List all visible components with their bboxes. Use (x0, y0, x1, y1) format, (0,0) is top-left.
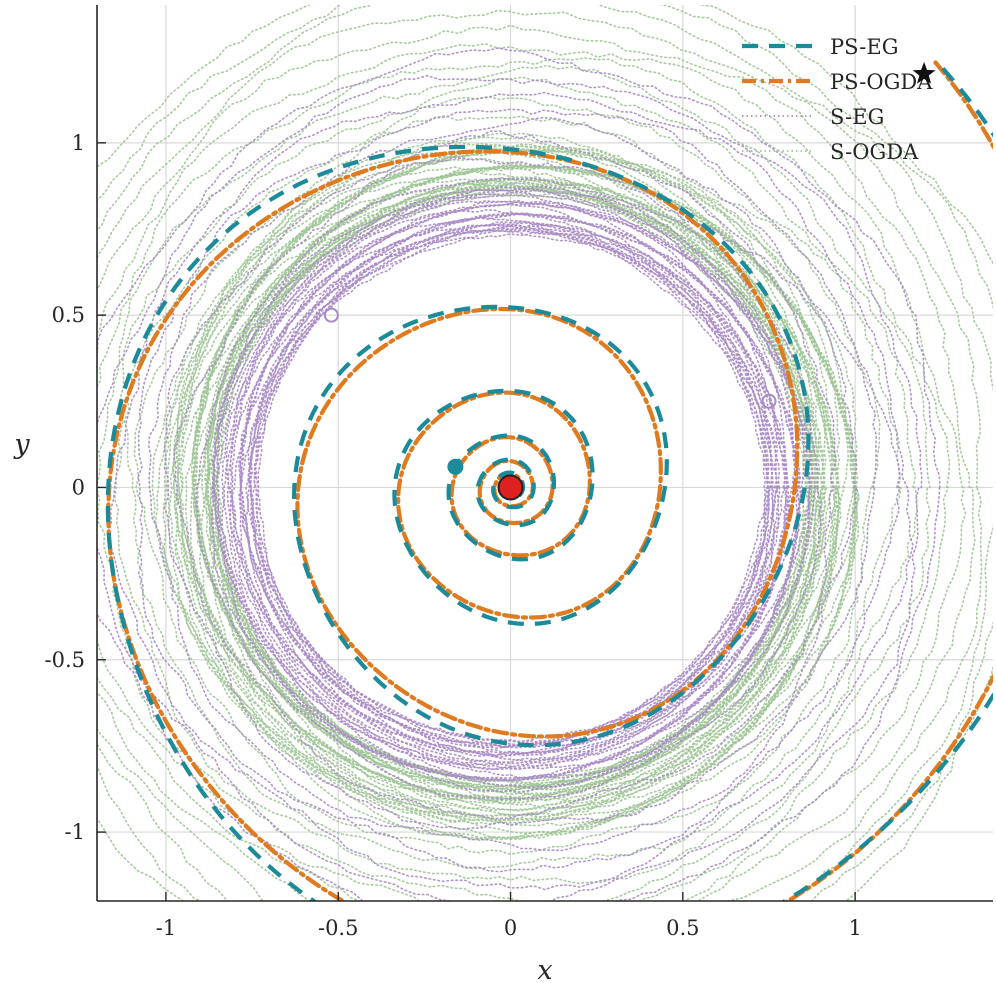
legend-label-s-eg: S-EG (830, 105, 884, 129)
start-point-star (912, 61, 936, 84)
y-tick-label: 0.5 (52, 303, 85, 327)
legend: PS-EG PS-OGDA S-EG S-OGDA (742, 35, 933, 164)
series-s-ogda-ring (201, 184, 809, 791)
series-s-eg-ring (230, 208, 789, 771)
series-s-ogda-ring (175, 147, 855, 824)
series-s-eg-ring (229, 199, 801, 771)
y-tick-label: 1 (72, 131, 85, 155)
series-s-ogda-ring (193, 166, 839, 811)
ticks: -1 -0.5 0 0.5 1 -1 -0.5 0 0.5 1 (45, 131, 862, 940)
series-s-eg-ring (212, 191, 806, 782)
series-s-eg-ring (239, 216, 780, 758)
series-s-ogda-ring (123, 95, 902, 870)
series-s-ogda-ring (171, 149, 850, 821)
y-tick-label: -1 (65, 820, 85, 844)
series-s-ogda-ring (206, 176, 818, 789)
series-s-eg-ring (211, 188, 817, 793)
x-tick-label: -0.5 (318, 916, 359, 940)
solution-point (497, 474, 524, 501)
series-s-ogda-ring (190, 165, 834, 808)
series-s-eg-ring (245, 226, 767, 748)
series-ps-eg (105, 67, 993, 901)
legend-label-ps-ogda: PS-OGDA (830, 70, 933, 94)
axes (96, 5, 993, 902)
series-s-ogda-ring (113, 76, 918, 885)
series-s-eg-ring (97, 47, 941, 901)
series-s-ogda-ring (192, 170, 824, 804)
legend-label-s-ogda: S-OGDA (830, 140, 919, 164)
series-s-ogda-ring (165, 146, 857, 841)
series-s-eg-ring (239, 213, 790, 763)
legend-label-ps-eg: PS-EG (830, 35, 899, 59)
x-tick-label: -1 (156, 916, 176, 940)
series-s-ogda-ring (97, 9, 983, 901)
series-s-ogda-ring (189, 164, 840, 812)
series-s-eg-ring (137, 108, 902, 873)
series-s-eg-ring (255, 227, 772, 744)
series-s-eg-ring (238, 211, 781, 755)
series-s-ogda-ring (155, 136, 860, 840)
series-s-ogda-ring (97, 57, 951, 901)
series-s-eg-ring (215, 185, 811, 782)
ps-eg-end-marker (447, 458, 464, 475)
series-s-eg-ring (147, 116, 878, 852)
x-tick-label: 0.5 (666, 916, 699, 940)
s-eg-end-marker (323, 307, 339, 323)
series-s-eg (97, 47, 941, 901)
series-s-eg-ring (97, 74, 923, 901)
series-s-eg-ring (223, 200, 799, 779)
series-s-eg-ring (173, 156, 838, 820)
series-s-eg-ring (107, 91, 914, 891)
x-tick-label: 1 (848, 916, 861, 940)
series-s-eg-ring (226, 202, 790, 766)
x-axis-label: x (537, 955, 552, 983)
series-s-ogda-ring (168, 145, 856, 834)
series-s-ogda-ring (97, 64, 931, 901)
s-ogda-end-marker (761, 393, 777, 409)
y-axis-label: y (13, 429, 30, 460)
x-tick-label: 0 (504, 916, 517, 940)
y-tick-label: -0.5 (45, 648, 86, 672)
series-s-ogda-ring (151, 132, 858, 840)
series-s-ogda-ring (97, 24, 976, 901)
series-s-ogda-ring (192, 163, 828, 802)
series-s-eg-ring (221, 200, 802, 782)
series-s-eg-ring (225, 202, 796, 770)
y-tick-label: 0 (72, 475, 85, 499)
series-s-eg-ring (251, 229, 770, 750)
series-s-eg-ring (195, 177, 822, 801)
series-s-ogda-ring (133, 115, 881, 856)
